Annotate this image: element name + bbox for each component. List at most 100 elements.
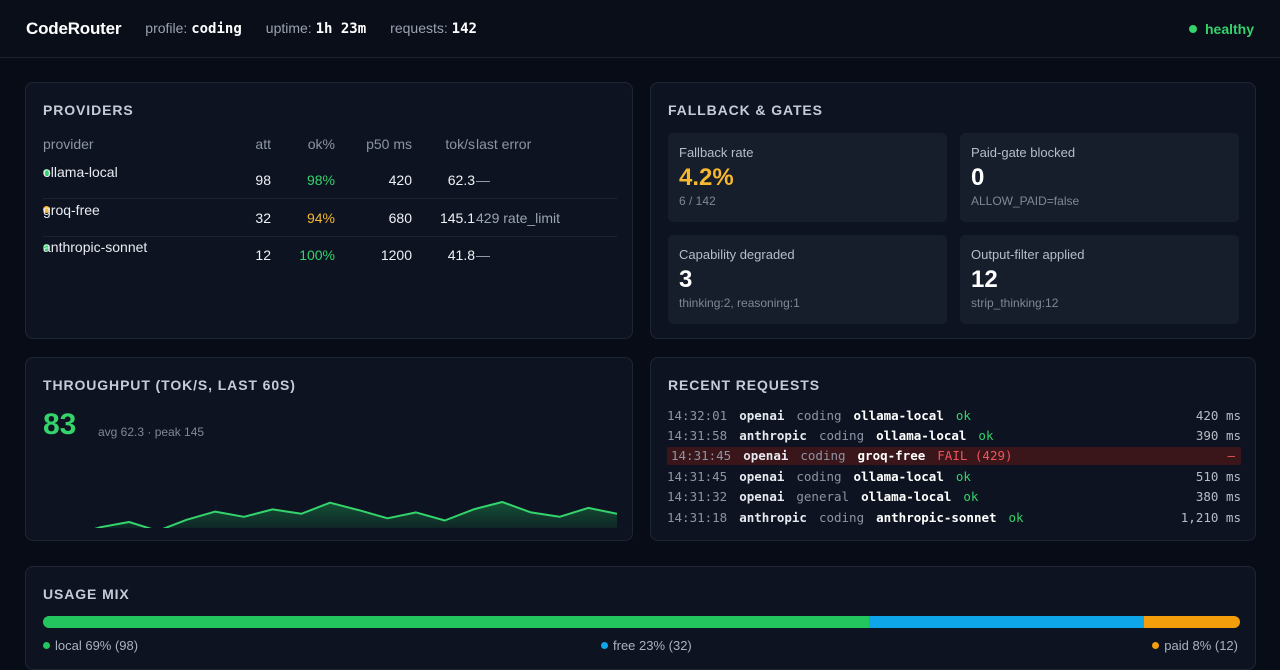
provider-name-label: anthropic-sonnet xyxy=(43,239,148,255)
health-status: healthy xyxy=(1188,20,1254,37)
card-subtext: ALLOW_PAID=false xyxy=(971,194,1080,208)
request-status: ok xyxy=(955,407,971,423)
request-profile: coding xyxy=(800,448,846,464)
status-dot-icon xyxy=(43,206,50,213)
usage-local-label: local 69% (98) xyxy=(43,638,138,653)
status-dot-icon xyxy=(43,243,50,251)
app-title: CodeRouter xyxy=(26,18,122,38)
request-row[interactable]: 14:31:18 anthropic coding anthropic-sonnet o… xyxy=(667,508,1241,526)
legend-text: local 69% (98) xyxy=(55,638,139,653)
requests-indicator: requests: 142 xyxy=(390,20,477,37)
provider-p50: 420 xyxy=(388,172,412,188)
card-label: Capability degraded xyxy=(679,247,795,262)
provider-name-label: ollama-local xyxy=(43,164,118,180)
providers-table-header: provider att ok% p50 ms tok/s last error xyxy=(43,136,617,152)
request-time: 14:31:32 xyxy=(667,489,728,505)
col-ok: ok% xyxy=(307,136,335,152)
recent-requests-panel: RECENT REQUESTS 14:32:01 openai coding olla… xyxy=(650,357,1256,541)
provider-last-error: — xyxy=(476,172,490,188)
request-row[interactable]: 14:32:01 openai coding ollama-local ok 420 ms xyxy=(667,406,1241,424)
card-value: 4.2% xyxy=(679,164,734,191)
request-profile: coding xyxy=(818,427,865,443)
throughput-line xyxy=(94,501,617,528)
provider-name-label: groq-free xyxy=(43,201,100,218)
request-row[interactable]: 14:31:45 openai coding groq-free FAIL (429) — xyxy=(667,446,1241,465)
request-model: anthropic-sonnet xyxy=(876,509,997,525)
card-label: Output-filter applied xyxy=(971,247,1085,262)
card-value: 3 xyxy=(679,266,693,293)
throughput-area xyxy=(43,502,617,528)
profile-label: profile: xyxy=(145,20,188,36)
request-model: ollama-local xyxy=(853,407,944,423)
provider-ok-rate: 100% xyxy=(299,247,335,263)
request-status: ok xyxy=(955,468,971,484)
request-profile: coding xyxy=(818,509,865,525)
throughput-chart xyxy=(43,501,617,528)
top-bar: CodeRouter profile: coding uptime: 1h 23… xyxy=(0,0,1280,58)
output-filter-card: Output-filter applied 12 strip_thinking:12 xyxy=(960,235,1239,324)
card-subtext: 6 / 142 xyxy=(679,194,716,208)
legend-text: paid 8% (12) xyxy=(1164,638,1238,653)
recent-requests-title: RECENT REQUESTS xyxy=(668,377,820,393)
providers-title: PROVIDERS xyxy=(43,102,134,118)
provider-ok-rate: 94% xyxy=(306,209,335,226)
health-label: healthy xyxy=(1204,20,1254,37)
request-provider: anthropic xyxy=(739,509,807,525)
usage-paid-segment xyxy=(1144,616,1240,628)
request-provider: openai xyxy=(739,489,785,505)
uptime-label: uptime: xyxy=(265,20,312,36)
request-latency: 510 ms xyxy=(1195,468,1241,484)
provider-p50: 680 xyxy=(388,209,412,226)
fallback-title: FALLBACK & GATES xyxy=(668,102,823,118)
fallback-rate-card: Fallback rate 4.2% 6 / 142 xyxy=(668,133,947,222)
provider-tok-rate: 41.8 xyxy=(447,247,475,263)
usage-mix-bar xyxy=(43,616,1240,628)
request-model: ollama-local xyxy=(876,427,967,443)
request-row[interactable]: 14:31:45 openai coding ollama-local ok 510 ms xyxy=(667,467,1241,485)
provider-tok-rate: 145.1 xyxy=(439,209,475,226)
request-model: ollama-local xyxy=(861,489,952,505)
card-value: 12 xyxy=(971,266,998,293)
card-label: Paid-gate blocked xyxy=(971,145,1076,160)
usage-free-segment xyxy=(868,616,1145,628)
request-row[interactable]: 14:31:58 anthropic coding ollama-local ok 390… xyxy=(667,426,1241,444)
request-time: 14:31:58 xyxy=(667,427,728,443)
provider-row[interactable]: anthropic-sonnet 12 100% 1200 41.8— xyxy=(43,237,617,274)
request-latency: 1,210 ms xyxy=(1180,509,1241,525)
health-dot-icon xyxy=(1188,24,1197,33)
status-dot-icon xyxy=(43,168,50,176)
request-provider: openai xyxy=(743,448,789,464)
throughput-current: 83 xyxy=(43,408,77,441)
requests-label: requests: xyxy=(390,20,448,36)
provider-row[interactable]: ollama-local 98 98% 420 62.3— xyxy=(43,162,617,199)
legend-dot-icon xyxy=(1152,642,1160,649)
legend-text: free 23% (32) xyxy=(613,638,692,653)
request-provider: openai xyxy=(739,407,785,423)
request-latency: 420 ms xyxy=(1195,407,1241,423)
request-time: 14:31:45 xyxy=(671,448,732,464)
usage-mix-panel: USAGE MIX local 69% (98) free 23% (32) pai… xyxy=(25,566,1256,670)
request-time: 14:31:18 xyxy=(667,509,728,525)
request-provider: anthropic xyxy=(739,427,807,443)
usage-paid-label: paid 8% (12) xyxy=(1152,638,1238,653)
request-time: 14:32:01 xyxy=(667,407,728,423)
provider-p50: 1200 xyxy=(380,247,412,263)
uptime-value: 1h 23m xyxy=(315,21,367,37)
provider-row[interactable]: groq-free 32 94% 680 145.1 429 rate_limit xyxy=(43,200,617,237)
providers-panel: PROVIDERS provider att ok% p50 ms tok/s … xyxy=(25,82,633,339)
col-last-error: last error xyxy=(476,136,532,152)
fallback-panel: FALLBACK & GATES Fallback rate 4.2% 6 / 14… xyxy=(650,82,1256,339)
request-provider: openai xyxy=(739,468,785,484)
request-status: ok xyxy=(1008,509,1024,525)
request-latency: 380 ms xyxy=(1195,489,1241,505)
request-time: 14:31:45 xyxy=(667,468,728,484)
card-label: Fallback rate xyxy=(679,145,754,160)
throughput-panel: THROUGHPUT (TOK/S, LAST 60S) 83 avg 62.3… xyxy=(25,357,633,541)
request-model: ollama-local xyxy=(853,468,944,484)
request-profile: coding xyxy=(796,407,842,423)
usage-local-segment xyxy=(43,616,869,628)
request-row[interactable]: 14:31:32 openai general ollama-local ok 380 m… xyxy=(667,488,1241,506)
throughput-title: THROUGHPUT (TOK/S, LAST 60S) xyxy=(43,377,296,393)
col-p50: p50 ms xyxy=(366,136,412,152)
col-att: att xyxy=(255,136,271,152)
